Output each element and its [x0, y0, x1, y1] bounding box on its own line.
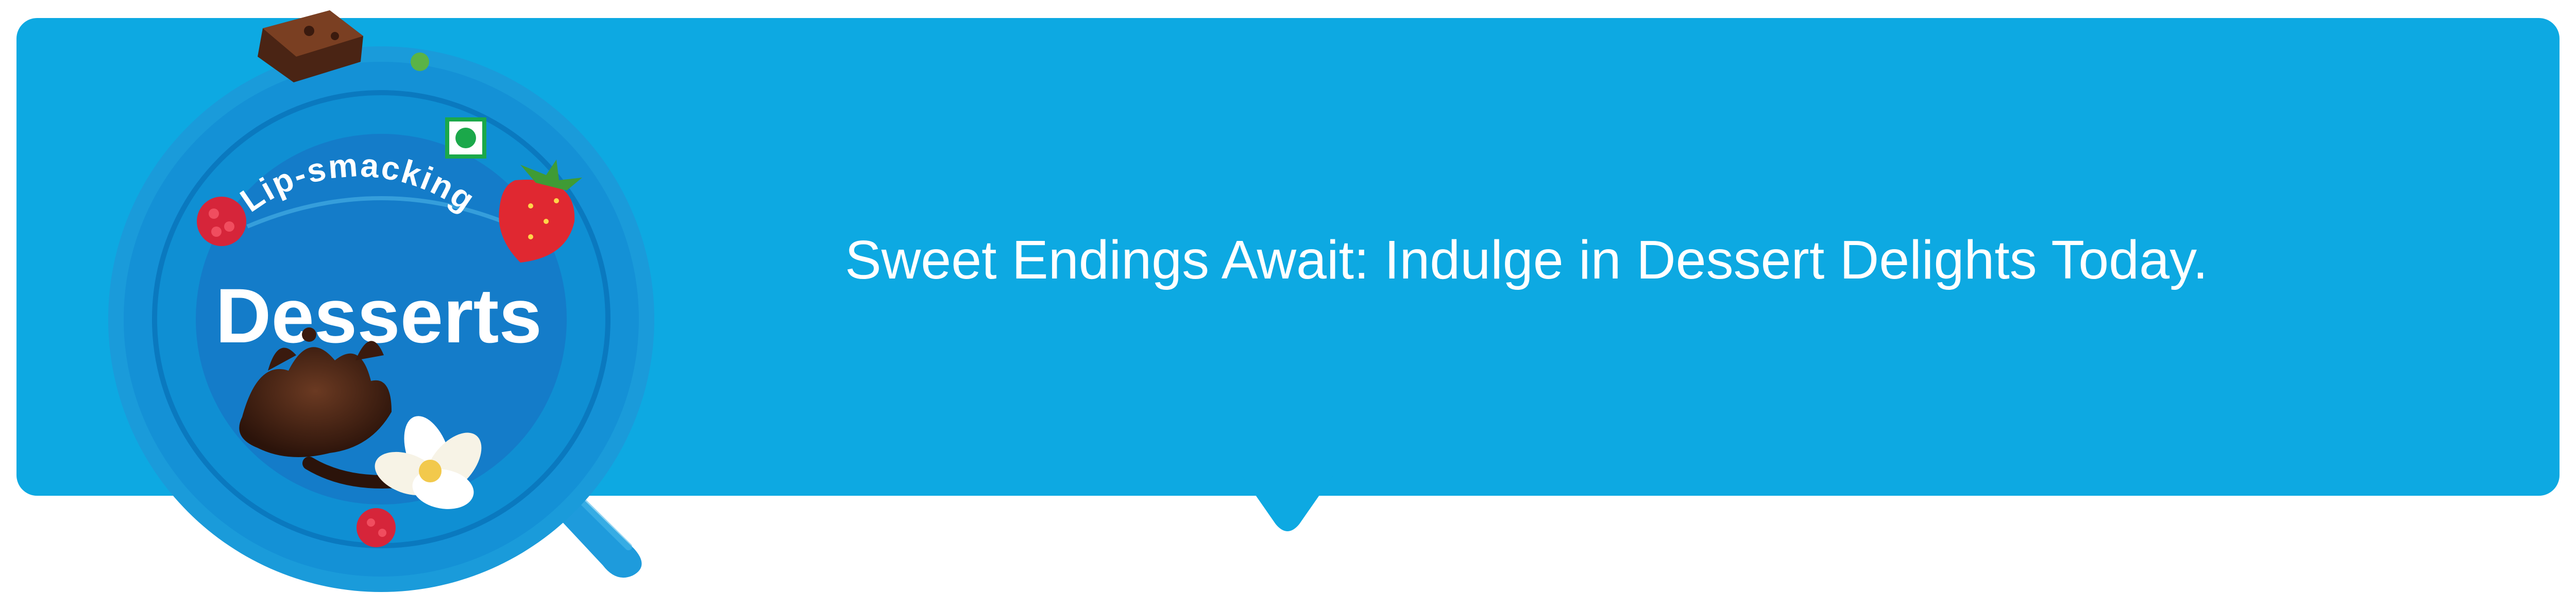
- vanilla-flower-icon: [375, 416, 482, 509]
- desserts-badge: Lip-smacking Desserts: [108, 10, 654, 592]
- pea-icon: [411, 53, 429, 71]
- banner-tagline: Sweet Endings Await: Indulge in Dessert …: [845, 230, 2208, 290]
- speech-pointer-icon: [1233, 463, 1342, 531]
- strawberry-icon: [499, 160, 582, 263]
- raspberry-icon: [197, 197, 246, 246]
- veg-mark-icon: [445, 117, 486, 159]
- badge-title: Desserts: [215, 272, 542, 359]
- raspberry-bottom-icon: [357, 508, 396, 547]
- brownie-icon: [258, 10, 363, 82]
